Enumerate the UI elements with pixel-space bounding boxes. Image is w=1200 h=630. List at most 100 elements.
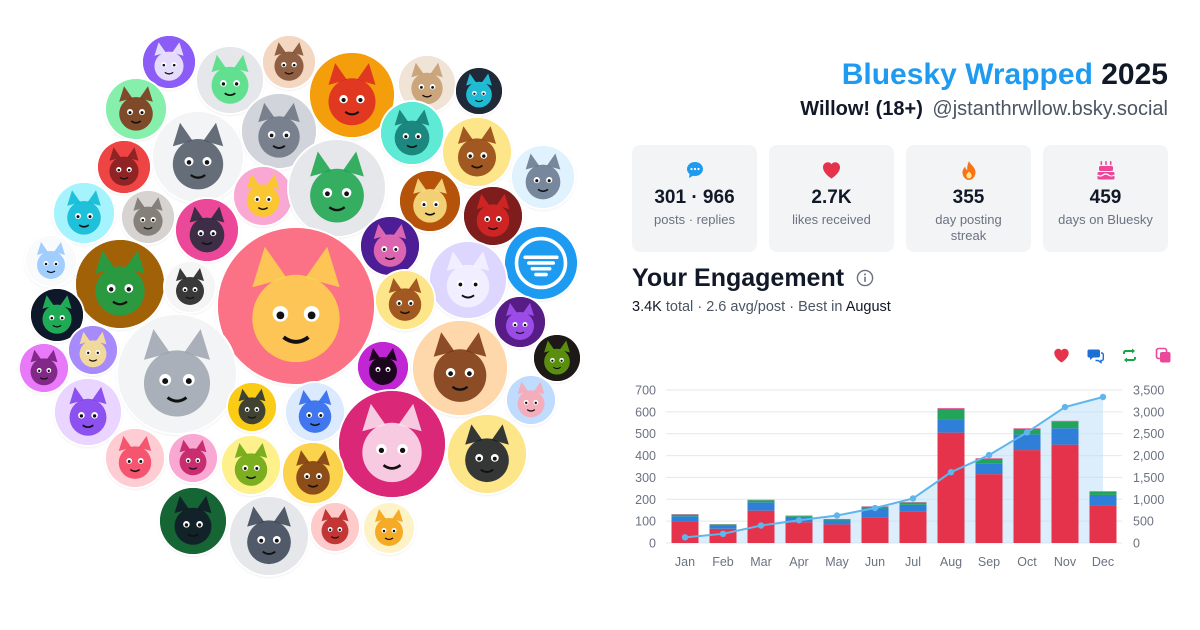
cumulative-point [719,530,727,538]
avatar-teal-dragon[interactable] [381,102,443,164]
x-tick-label: Jul [905,555,921,569]
avatar-purple-critter[interactable] [143,36,195,88]
likes-legend-heart-icon[interactable] [1053,347,1070,364]
avatar-yellow-cat[interactable] [222,436,280,494]
avatar-pink-bird[interactable] [234,167,292,225]
user-handle: @jstanthrwllow.bsky.social [932,98,1168,120]
avatar-tan-bunny[interactable] [399,56,455,112]
y2-tick-label: 1,000 [1133,493,1164,507]
avatar-gray-wolf[interactable] [230,497,308,575]
replies-legend-chat-icon[interactable] [1087,347,1104,364]
stats-row: 301 · 966 posts · replies 2.7K likes rec… [632,145,1168,252]
y-tick-label: 300 [635,471,656,485]
quotes-legend-quote-icon[interactable] [1155,347,1172,364]
y2-tick-label: 2,500 [1133,427,1164,441]
x-tick-label: Mar [750,555,772,569]
avatar-lilac-face[interactable] [430,242,506,318]
y-tick-label: 400 [635,449,656,463]
avatar-blonde-kid[interactable] [364,503,414,553]
avatar-brown-girl[interactable] [263,36,315,88]
bar-replies [1089,494,1117,506]
y2-tick-label: 0 [1133,537,1140,551]
avatar-lavender-cat[interactable] [55,379,121,445]
stat-label: posts · replies [654,212,735,227]
avatar-red-hair-girl[interactable] [218,228,374,384]
avatar-gray-girl[interactable] [242,94,316,168]
avatar-dog-pirate[interactable] [443,118,511,186]
bar-likes [823,524,851,543]
y-tick-label: 700 [635,384,656,398]
avatar-black-cat[interactable] [456,68,502,114]
avatar-pink-deer[interactable] [311,503,359,551]
avatar-blonde-elf[interactable] [376,271,434,329]
avatar-pink-blush[interactable] [106,429,164,487]
avatar-red-dog[interactable] [464,187,522,245]
separator: · [789,299,795,315]
x-tick-label: Oct [1017,555,1037,569]
avatar-green-antenna[interactable] [197,47,263,113]
avatar-dark-party[interactable] [361,217,419,275]
bar-reposts [785,515,813,517]
cumulative-point [871,504,879,512]
avatar-black-fur[interactable] [160,488,226,554]
cumulative-line [684,396,1104,539]
avatar-yellow-lion[interactable] [228,383,276,431]
avatar-blue-logo[interactable] [505,227,577,299]
avatar-pink-sparkle[interactable] [20,344,68,392]
stat-label: likes received [792,212,871,227]
avatar-hat-boy[interactable] [283,443,343,503]
y-tick-label: 100 [635,515,656,529]
avatar-dark-box[interactable] [534,335,580,381]
cumulative-point [1061,403,1069,411]
avatar-brown-woman[interactable] [413,321,507,415]
avatar-blue-bird[interactable] [286,383,344,441]
y2-tick-label: 1,500 [1133,471,1164,485]
avatar-leaf-girl[interactable] [106,79,166,139]
cumulative-point [833,512,841,519]
avatar-red-cat[interactable] [98,141,150,193]
avatar-purple-sparkle[interactable] [69,326,117,374]
avatar-bw-girl[interactable] [165,262,215,312]
bar-reposts [975,458,1003,464]
avatar-purple-dragon[interactable] [495,297,545,347]
avatar-brown-otter[interactable] [400,171,460,231]
avatar-fluffy-sketch[interactable] [118,315,236,433]
y-tick-label: 0 [649,537,656,551]
y2-tick-label: 500 [1133,515,1154,529]
x-tick-label: Feb [712,555,734,569]
cumulative-point [681,534,689,541]
bar-likes [861,517,889,543]
avatar-sketch-wink[interactable] [153,112,243,202]
stat-card-likes: 2.7K likes received [769,145,894,252]
avatar-gecko-robot[interactable] [289,140,385,236]
bar-reposts [709,524,737,526]
avatar-santa-fox[interactable] [310,53,394,137]
bar-replies [1013,434,1041,451]
avatar-pink-nose[interactable] [176,199,238,261]
x-tick-label: Jan [675,555,695,569]
avatar-aurora[interactable] [31,289,83,341]
avatar-witch-girl[interactable] [448,415,526,493]
bar-reposts [937,409,965,420]
y2-tick-label: 3,500 [1133,384,1164,398]
bar-likes [1051,444,1079,543]
wrapped-header: Bluesky Wrapped 2025 Willow! (18+) @jsta… [800,56,1168,122]
x-tick-label: Apr [789,555,808,569]
bar-replies [747,502,775,511]
x-tick-label: Jun [865,555,885,569]
avatar-line-sketch[interactable] [26,236,76,286]
avatar-white-sketch[interactable] [512,146,574,208]
avatar-mtn-dew-meme[interactable] [76,240,164,328]
bar-reposts [747,500,775,503]
avatar-gray-mouse[interactable] [122,191,174,243]
avatar-blue-hair[interactable] [507,376,555,424]
bar-likes [1013,450,1041,543]
avatar-pink-bear[interactable] [169,434,217,482]
cumulative-point [1023,429,1031,436]
reposts-legend-repost-icon[interactable] [1121,347,1138,364]
y2-tick-label: 3,000 [1133,405,1164,419]
avatar-cyan-blob[interactable] [54,183,114,243]
avatar-magenta-girl[interactable] [339,391,445,497]
avatar-goggles-pink[interactable] [358,342,408,392]
info-icon[interactable] [856,269,874,287]
